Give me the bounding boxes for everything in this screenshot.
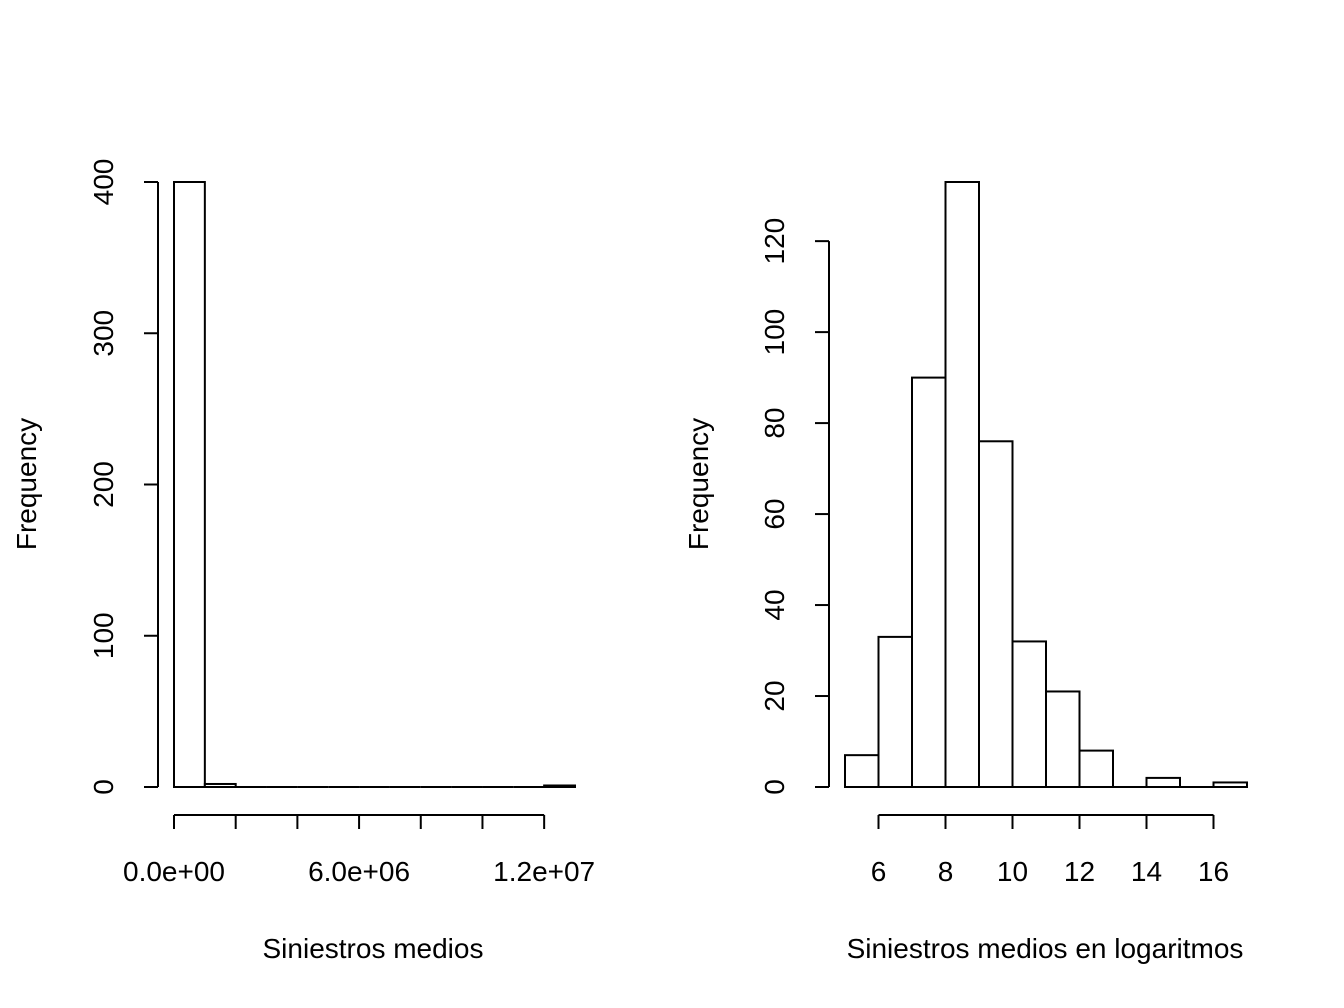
histogram-bar <box>1212 781 1248 788</box>
y-tick-label: 60 <box>759 498 790 529</box>
y-tick-label: 100 <box>88 612 119 659</box>
histogram-bar <box>1045 690 1081 789</box>
y-axis-title: Frequency <box>683 418 714 550</box>
x-tick-label: 14 <box>1131 856 1162 887</box>
x-tick-label: 10 <box>997 856 1028 887</box>
histogram-bar <box>203 782 237 788</box>
x-axis-title: Siniestros medios <box>263 933 484 964</box>
histogram-bar <box>1011 640 1047 788</box>
y-tick-label: 0 <box>759 779 790 795</box>
x-tick-label: 8 <box>938 856 954 887</box>
histogram-bar <box>877 635 913 788</box>
histogram-siniestros-medios-log: Frequency Siniestros medios en logaritmo… <box>683 181 1248 964</box>
histogram-bar <box>1145 776 1181 789</box>
y-tick-label: 120 <box>759 218 790 265</box>
x-tick-label: 6.0e+06 <box>308 856 410 887</box>
x-tick-label: 0.0e+00 <box>123 856 225 887</box>
x-tick-label: 16 <box>1198 856 1229 887</box>
histogram-bar <box>543 784 577 788</box>
histogram-bar <box>173 181 206 788</box>
y-tick-label: 200 <box>88 461 119 508</box>
histogram-bar <box>944 181 980 788</box>
histogram-bar <box>978 440 1014 788</box>
x-axis-title: Siniestros medios en logaritmos <box>847 933 1244 964</box>
y-tick-label: 100 <box>759 309 790 356</box>
y-tick-label: 400 <box>88 159 119 206</box>
x-tick-label: 6 <box>871 856 887 887</box>
y-tick-label: 80 <box>759 408 790 439</box>
y-tick-label: 40 <box>759 589 790 620</box>
y-tick-label: 300 <box>88 310 119 357</box>
x-tick-label: 1.2e+07 <box>493 856 595 887</box>
y-tick-label: 20 <box>759 680 790 711</box>
y-axis-title: Frequency <box>11 418 42 550</box>
histogram-siniestros-medios: Frequency Siniestros medios 0 100 200 300 40… <box>11 159 595 964</box>
histogram-bar <box>1078 749 1114 788</box>
histogram-bar <box>911 376 947 788</box>
x-tick-label: 12 <box>1064 856 1095 887</box>
histogram-bar <box>844 754 880 789</box>
y-tick-label: 0 <box>88 779 119 795</box>
